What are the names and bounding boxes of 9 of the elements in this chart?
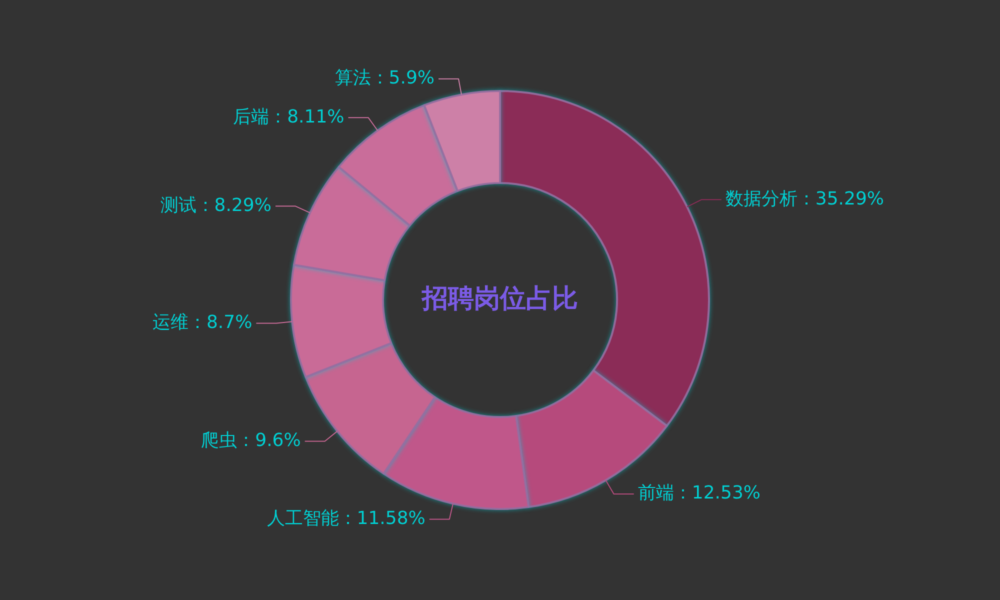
slice-label: 算法：5.9% bbox=[334, 68, 435, 89]
text: 招聘岗位占比 bbox=[421, 284, 578, 314]
slice-label: 爬虫：9.6% bbox=[201, 430, 301, 451]
slice-label: 前端：12.53% bbox=[638, 482, 761, 504]
slice-label: 人工智能：11.58% bbox=[266, 508, 426, 529]
slice-label: 数据分析：35.29% bbox=[725, 188, 884, 210]
slice-label: 后端：8.11% bbox=[233, 106, 344, 128]
slice-label: 测试：8.29% bbox=[160, 194, 272, 216]
slice-label: 运维：8.7% bbox=[152, 312, 252, 333]
